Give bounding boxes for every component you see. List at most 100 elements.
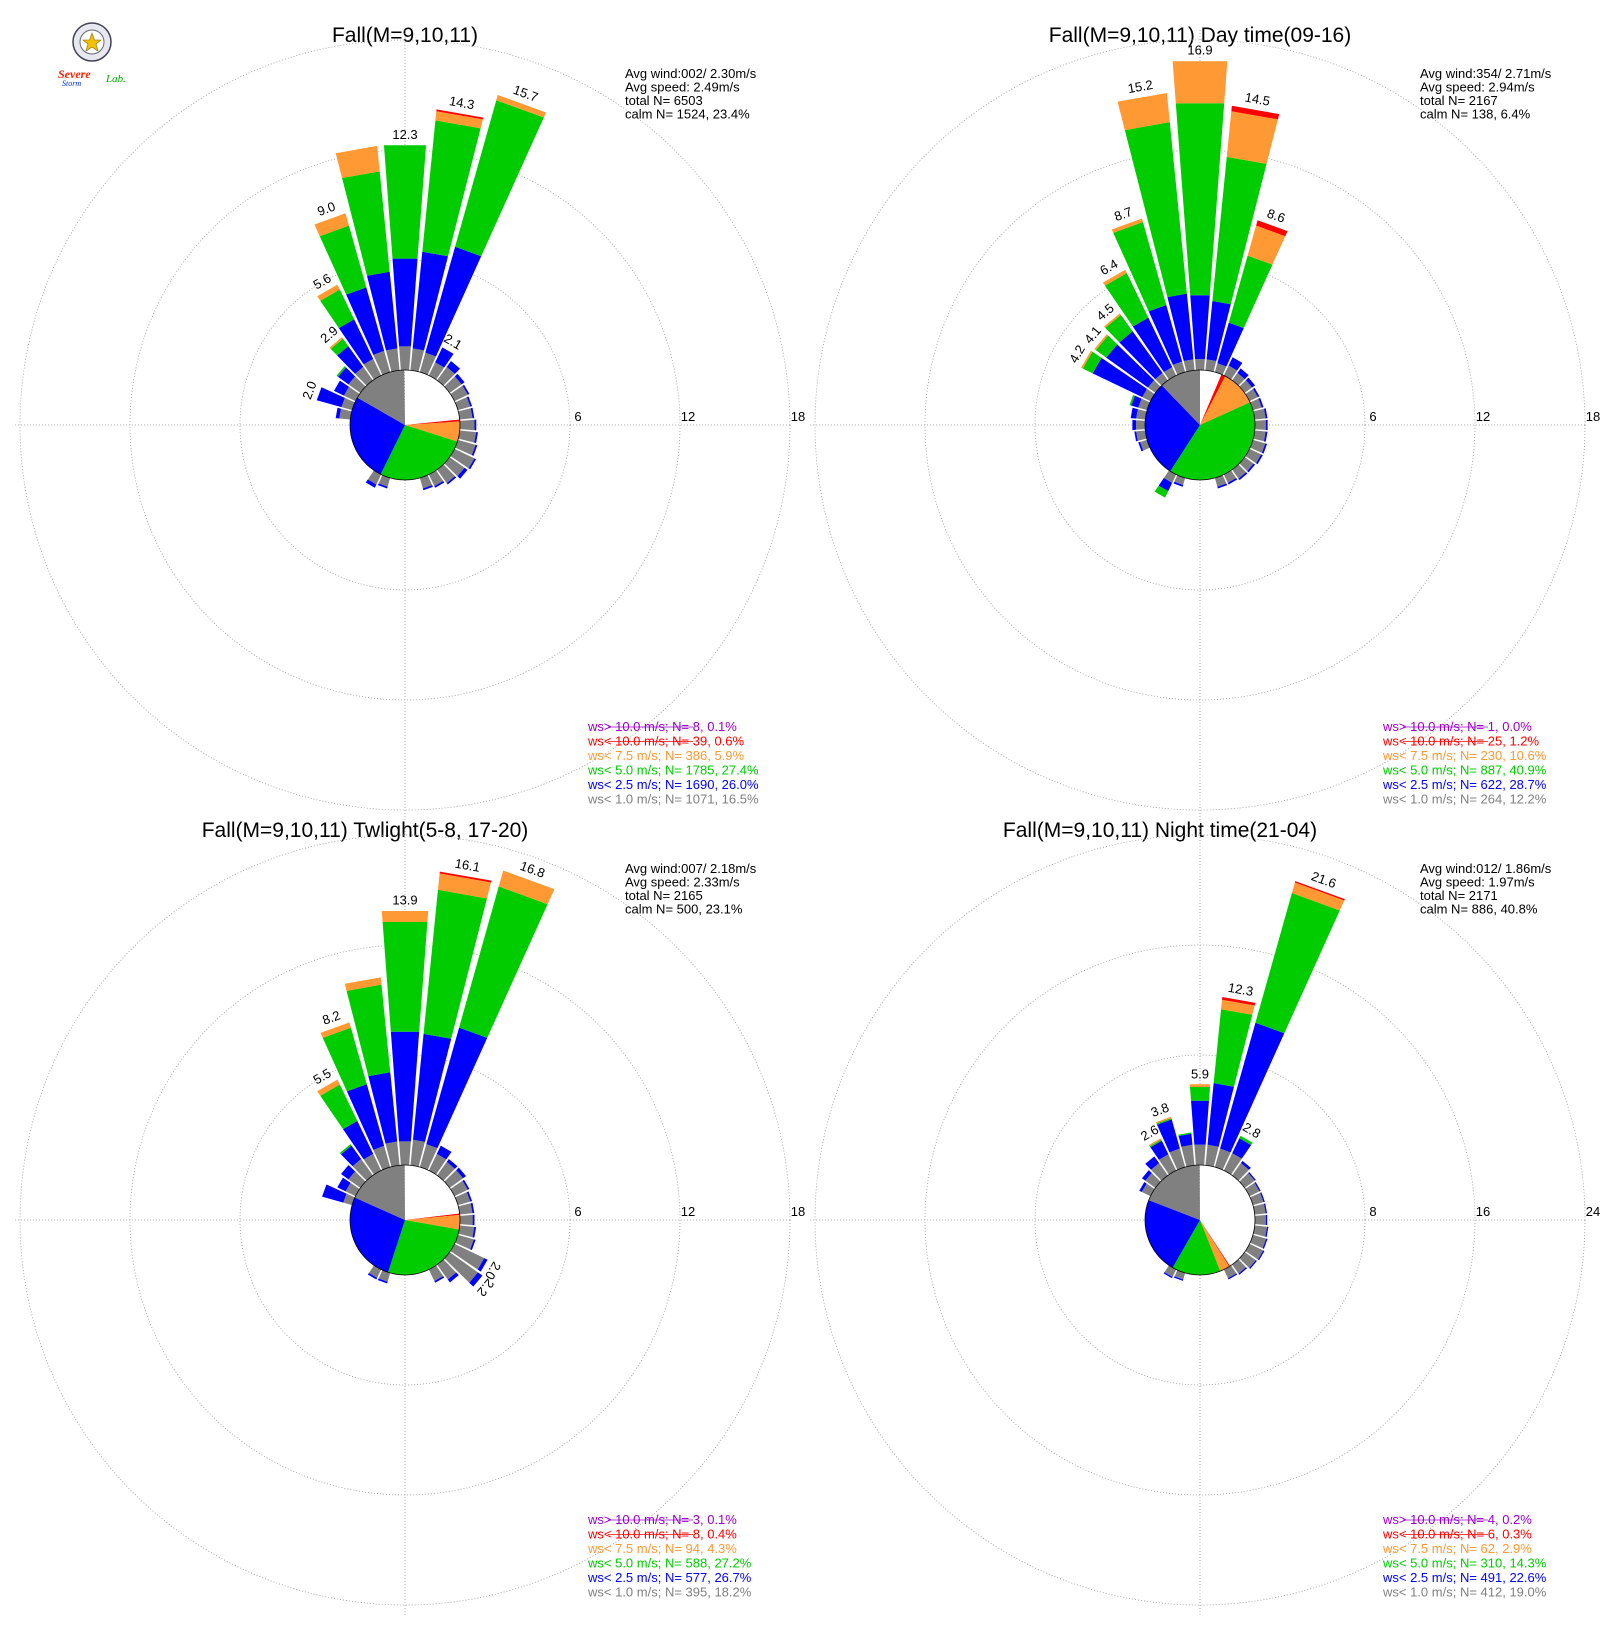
- petal-label: 15.7: [511, 82, 540, 105]
- petal-label: 5.9: [1191, 1066, 1209, 1081]
- petal-segment: [419, 475, 433, 489]
- petal-segment: [1103, 313, 1121, 328]
- petal: 4.5: [1093, 300, 1168, 386]
- petal-segment: [333, 380, 349, 396]
- petal: [458, 1202, 475, 1215]
- petal-label: 12.3: [392, 127, 417, 142]
- petal-segment: [340, 1164, 356, 1180]
- petal-segment: [381, 911, 429, 923]
- petal: 8.7: [1111, 204, 1186, 375]
- petal-label: 8.2: [320, 1007, 342, 1027]
- petal-segment: [1239, 1172, 1255, 1188]
- stats-line: Avg wind:354/ 2.71m/s: [1420, 66, 1552, 81]
- petal: [1232, 1160, 1251, 1181]
- petal: [458, 430, 478, 444]
- petal-segment: [450, 1180, 468, 1197]
- legend-entry: ws> 10.0 m/s; N= 8, 0.1%: [587, 719, 737, 734]
- petal-segment: [437, 1259, 457, 1280]
- calm-pie-slice: [405, 1214, 460, 1230]
- petal-segment: [1155, 1116, 1172, 1124]
- petal-segment: [470, 1202, 475, 1214]
- petal-segment: [383, 145, 427, 259]
- petal-label: 2.0: [299, 379, 319, 401]
- petal-label: 8.7: [1112, 204, 1134, 224]
- petal: 5.5: [310, 1065, 382, 1175]
- petal-label: 16.1: [454, 856, 482, 875]
- petal: 14.3: [410, 93, 484, 372]
- grid-ring: [814, 834, 1586, 1606]
- petal-segment: [1253, 1203, 1266, 1215]
- petal-label: 14.3: [448, 93, 476, 112]
- petal: 12.3: [383, 127, 427, 371]
- petal: [1214, 475, 1228, 489]
- petal-segment: [455, 1234, 474, 1250]
- petal-segment: [355, 366, 373, 386]
- calm-pie-slice: [1172, 1220, 1221, 1275]
- ring-label: 18: [1586, 409, 1600, 424]
- petal-segment: [459, 886, 548, 1038]
- legend-entry: ws< 5.0 m/s; N= 588, 27.2%: [587, 1556, 752, 1571]
- stats-line: Avg speed: 1.97m/s: [1420, 875, 1535, 890]
- petal-segment: [1214, 363, 1227, 375]
- legend-entry: ws< 7.5 m/s; N= 230, 10.6%: [1382, 748, 1547, 763]
- petal-segment: [1150, 1140, 1169, 1160]
- petal: [458, 1225, 477, 1238]
- legend-entry: ws< 1.0 m/s; N= 412, 19.0%: [1382, 1585, 1547, 1600]
- petal: 3.8: [1149, 1100, 1186, 1170]
- petal: [1132, 419, 1146, 431]
- petal-segment: [1228, 357, 1243, 371]
- petal-segment: [462, 384, 470, 395]
- petal-segment: [455, 100, 544, 257]
- chart-title: Fall(M=9,10,11): [332, 24, 478, 47]
- petal-segment: [477, 1258, 488, 1272]
- petal-segment: [446, 1158, 458, 1169]
- petal-segment: [434, 1276, 445, 1283]
- petal: [1253, 1225, 1269, 1237]
- petal: [1223, 470, 1238, 485]
- petal-segment: [377, 483, 388, 489]
- petal-segment: [373, 350, 391, 375]
- petal-segment: [1181, 1144, 1195, 1167]
- calm-pie-slice: [1170, 402, 1255, 481]
- calm-pie-border: [1144, 369, 1256, 481]
- legend-entry: ws< 1.0 m/s; N= 1071, 16.5%: [587, 792, 759, 807]
- petal-segment: [1250, 398, 1262, 411]
- petal-segment: [1253, 1225, 1268, 1237]
- petal-segment: [366, 271, 398, 351]
- petal-segment: [428, 1153, 447, 1175]
- petal: [1253, 408, 1268, 420]
- petal-segment: [1138, 398, 1150, 411]
- petal: [444, 1167, 467, 1188]
- calm-pie-slice: [405, 419, 460, 425]
- petal-label: 16.8: [518, 858, 547, 881]
- petal-segment: [1253, 408, 1266, 420]
- petal: [339, 1144, 373, 1181]
- petal-segment: [1245, 377, 1256, 388]
- petal-segment: [1223, 470, 1237, 483]
- calm-pie-slice: [405, 1213, 460, 1220]
- petal-segment: [1256, 454, 1263, 465]
- petal: [1154, 470, 1177, 498]
- grid-ring: [814, 39, 1586, 811]
- petal-segment: [1223, 1153, 1242, 1175]
- grid-ring: [129, 944, 681, 1496]
- petal-segment: [1105, 314, 1133, 343]
- petal: 13.9: [381, 893, 429, 1166]
- petal: [344, 977, 400, 1167]
- calm-pie-slice: [1200, 370, 1222, 425]
- petal-segment: [316, 387, 345, 408]
- calm-pie-border: [349, 1164, 461, 1276]
- petal-segment: [1245, 448, 1262, 464]
- petal: [428, 1145, 452, 1175]
- petal: [1250, 1234, 1268, 1249]
- petal-segment: [363, 358, 382, 380]
- petal-segment: [1136, 420, 1146, 430]
- petal: [335, 145, 400, 372]
- petal-label: 21.6: [1309, 868, 1338, 891]
- petal-segment: [1250, 1192, 1264, 1206]
- petal-segment: [338, 319, 374, 365]
- petal-segment: [1163, 367, 1177, 380]
- petal-segment: [346, 1084, 385, 1150]
- petal-segment: [459, 1214, 473, 1226]
- petal-segment: [1221, 999, 1255, 1015]
